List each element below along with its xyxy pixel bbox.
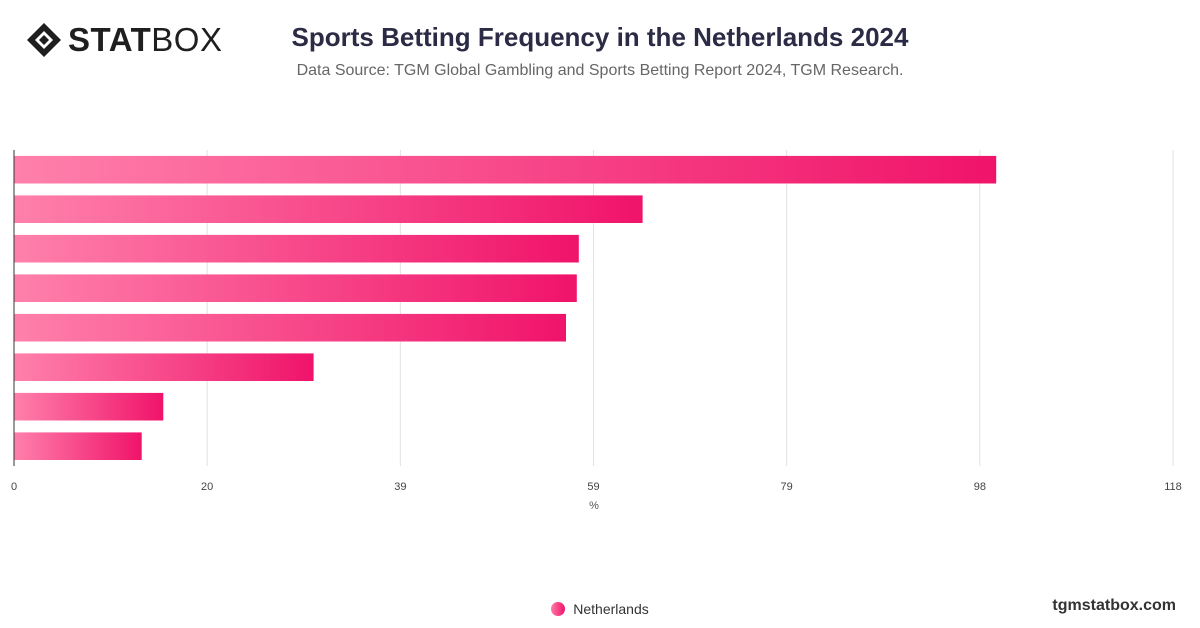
- x-axis-label: %: [589, 500, 599, 512]
- bar: [14, 274, 577, 302]
- bar: [14, 313, 566, 342]
- x-tick-label: 0: [11, 481, 17, 493]
- legend: Netherlands: [0, 601, 1200, 617]
- x-tick-label: 98: [974, 481, 986, 493]
- bars: [14, 155, 997, 460]
- statbox-diamond-icon: [27, 23, 61, 57]
- bar: [14, 195, 643, 223]
- chart-title: Sports Betting Frequency in the Netherla…: [291, 22, 909, 52]
- legend-swatch: [551, 602, 566, 616]
- chart-subtitle: Data Source: TGM Global Gambling and Spo…: [296, 62, 904, 79]
- statbox-logo: STATBOX: [26, 22, 222, 58]
- bar: [14, 353, 314, 381]
- x-tick-label: 59: [587, 481, 599, 493]
- grid-lines: [206, 150, 1174, 466]
- logo-stat-text: STAT: [68, 21, 152, 58]
- legend-label-netherlands: Netherlands: [573, 601, 649, 617]
- logo-wordmark: STATBOX: [68, 22, 222, 58]
- logo-box-text: BOX: [151, 21, 223, 58]
- x-tick-label: 20: [201, 481, 213, 493]
- x-tick-labels: 0 20 39 59 79 98 118: [11, 481, 1182, 493]
- bar: [14, 392, 164, 421]
- x-tick-label: 118: [1164, 481, 1182, 493]
- x-tick-label: 39: [394, 481, 406, 493]
- site-url: tgmstatbox.com: [1052, 597, 1176, 614]
- x-tick-label: 79: [781, 481, 793, 493]
- bar: [14, 432, 142, 460]
- bar: [14, 234, 579, 263]
- bar: [14, 155, 997, 184]
